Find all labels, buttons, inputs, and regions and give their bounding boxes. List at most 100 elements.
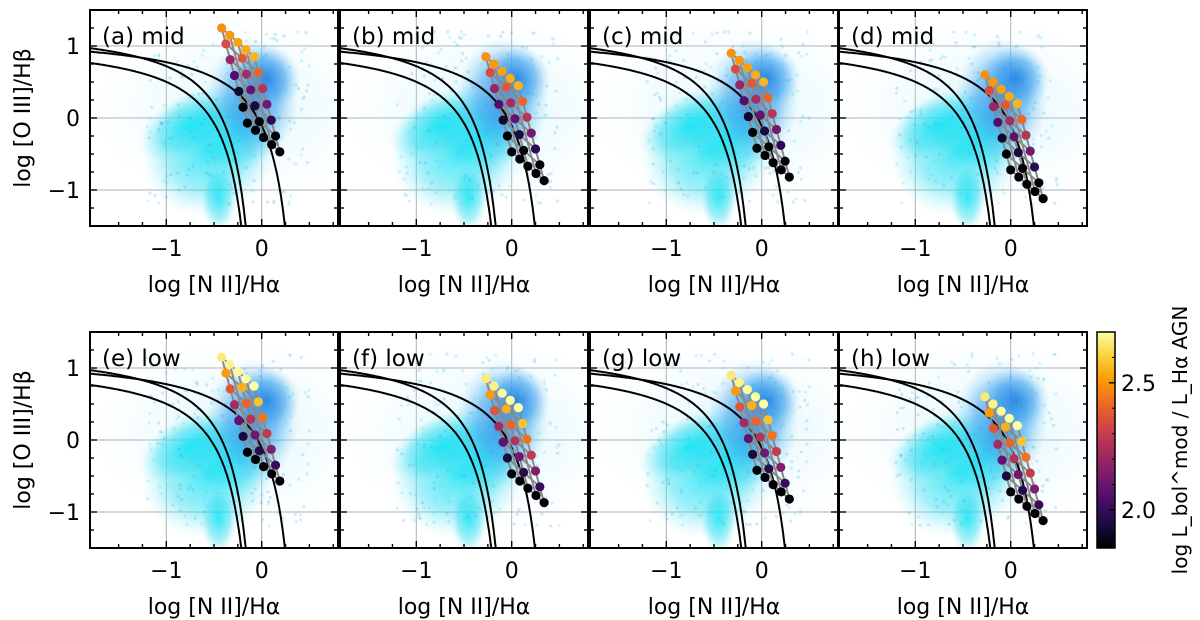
model-point bbox=[267, 116, 276, 125]
model-point bbox=[275, 147, 284, 156]
model-point bbox=[498, 389, 507, 398]
model-point bbox=[980, 70, 989, 79]
colorbar-label: log L_bol^mod / L_Hα AGN bbox=[1168, 306, 1192, 575]
model-point bbox=[498, 67, 507, 76]
model-point bbox=[531, 144, 540, 153]
x-tick-label: −1 bbox=[899, 237, 931, 262]
model-point bbox=[226, 384, 235, 393]
model-point bbox=[230, 400, 239, 409]
model-point bbox=[760, 151, 769, 160]
model-point bbox=[769, 480, 778, 489]
model-point bbox=[1013, 99, 1022, 108]
model-point bbox=[997, 85, 1006, 94]
model-point bbox=[1013, 421, 1022, 430]
model-point bbox=[760, 473, 769, 482]
model-point bbox=[499, 116, 508, 125]
model-point bbox=[271, 131, 280, 140]
model-point bbox=[258, 413, 267, 422]
model-point bbox=[233, 367, 242, 376]
model-point bbox=[489, 381, 498, 390]
model-point bbox=[764, 464, 773, 473]
model-point bbox=[506, 98, 515, 107]
model-point bbox=[752, 144, 761, 153]
model-point bbox=[494, 422, 503, 431]
model-point bbox=[518, 97, 527, 106]
model-point bbox=[238, 54, 247, 63]
x-tick-label: −1 bbox=[400, 559, 432, 584]
model-point bbox=[989, 424, 998, 433]
model-point bbox=[739, 96, 748, 105]
model-point bbox=[785, 494, 794, 503]
model-point bbox=[1030, 509, 1039, 518]
model-point bbox=[271, 461, 280, 470]
model-point bbox=[1018, 486, 1027, 495]
model-point bbox=[769, 158, 778, 167]
model-point bbox=[503, 453, 512, 462]
model-point bbox=[515, 452, 524, 461]
model-point bbox=[1014, 494, 1023, 503]
x-axis-label: log [N II]/Hα bbox=[648, 273, 781, 298]
x-tick-label: 0 bbox=[505, 237, 519, 262]
model-point bbox=[234, 87, 243, 96]
model-point bbox=[1014, 470, 1023, 479]
colorbar-tick-label: 2.5 bbox=[1121, 372, 1156, 397]
model-point bbox=[1034, 500, 1043, 509]
model-point bbox=[764, 142, 773, 151]
model-point bbox=[751, 417, 760, 426]
model-point bbox=[985, 86, 994, 95]
model-point bbox=[225, 31, 234, 40]
model-point bbox=[739, 418, 748, 427]
model-point bbox=[1009, 132, 1018, 141]
model-point bbox=[522, 113, 531, 122]
model-point bbox=[772, 447, 781, 456]
model-point bbox=[238, 103, 247, 112]
model-point bbox=[251, 126, 260, 135]
model-point bbox=[1014, 148, 1023, 157]
panel: −1 0 log [N II]/Hα (d) mid bbox=[830, 10, 1137, 298]
model-point bbox=[481, 52, 490, 61]
y-axis-label: log [O III]/Hβ bbox=[11, 370, 36, 509]
model-point bbox=[1002, 149, 1011, 158]
model-point bbox=[776, 463, 785, 472]
model-point bbox=[752, 466, 761, 475]
y-tick-label: −1 bbox=[48, 179, 80, 204]
model-point bbox=[267, 445, 276, 454]
y-tick-label: 0 bbox=[66, 107, 80, 132]
model-point bbox=[531, 169, 540, 178]
model-point bbox=[1017, 437, 1026, 446]
x-tick-label: 0 bbox=[1004, 559, 1018, 584]
model-point bbox=[246, 85, 255, 94]
x-axis-label: log [N II]/Hα bbox=[398, 595, 531, 620]
panel-label: (h) low bbox=[851, 346, 930, 372]
model-point bbox=[522, 435, 531, 444]
panel-label: (c) mid bbox=[602, 24, 683, 50]
model-point bbox=[523, 484, 532, 493]
model-point bbox=[262, 429, 271, 438]
panel-label: (a) mid bbox=[102, 24, 185, 50]
model-point bbox=[259, 462, 268, 471]
model-point bbox=[735, 80, 744, 89]
model-point bbox=[506, 396, 515, 405]
model-point bbox=[243, 448, 252, 457]
model-point bbox=[519, 468, 528, 477]
model-point bbox=[1022, 502, 1031, 511]
x-axis-label: log [N II]/Hα bbox=[897, 595, 1030, 620]
model-point bbox=[743, 63, 752, 72]
model-point bbox=[250, 101, 259, 110]
model-point bbox=[980, 392, 989, 401]
model-point bbox=[768, 431, 777, 440]
model-point bbox=[772, 125, 781, 134]
panel-label: (e) low bbox=[102, 346, 181, 372]
model-point bbox=[258, 84, 267, 93]
model-point bbox=[502, 82, 511, 91]
model-point bbox=[1005, 438, 1014, 447]
model-point bbox=[1030, 484, 1039, 493]
model-point bbox=[760, 126, 769, 135]
model-point bbox=[275, 476, 284, 485]
model-point bbox=[515, 130, 524, 139]
model-point bbox=[1001, 422, 1010, 431]
model-point bbox=[731, 64, 740, 73]
model-point bbox=[490, 84, 499, 93]
model-point bbox=[998, 134, 1007, 143]
